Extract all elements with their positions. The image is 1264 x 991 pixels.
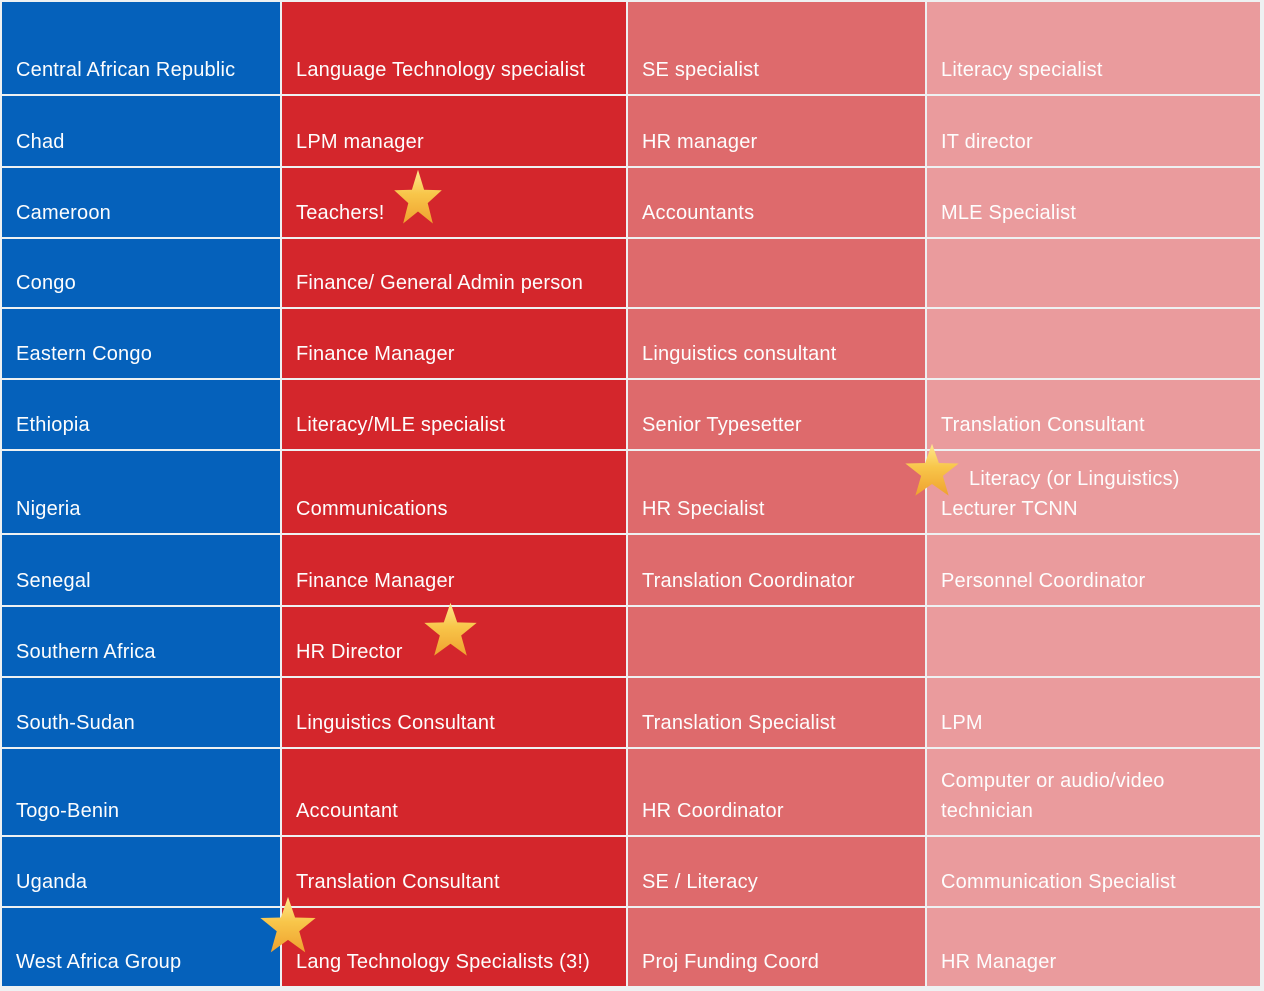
cell-role: Accountants [628,168,925,237]
cell-role: Linguistics consultant [628,309,925,378]
cell-role: Finance Manager [282,535,626,605]
cell-role: HR Manager [927,908,1260,986]
cell-role: HR Specialist [628,451,925,533]
cell-role: Senior Typesetter [628,380,925,449]
cell-role: LPM manager [282,96,626,166]
cell-role-empty [927,607,1260,676]
cell-country: Cameroon [2,168,280,237]
cell-role: SE / Literacy [628,837,925,906]
cell-role: HR manager [628,96,925,166]
cell-role-empty [628,607,925,676]
cell-role: Proj Funding Coord [628,908,925,986]
cell-role: Communication Specialist [927,837,1260,906]
cell-role: Finance/ General Admin person [282,239,626,307]
cell-country: Central African Republic [2,2,280,94]
cell-role: HR Director [282,607,626,676]
cell-role: Accountant [282,749,626,835]
cell-role-empty [628,239,925,307]
cell-role: LPM [927,678,1260,747]
cell-country: Congo [2,239,280,307]
cell-country: Eastern Congo [2,309,280,378]
cell-role: Translation Specialist [628,678,925,747]
cell-role: Translation Consultant [282,837,626,906]
cell-role-empty [927,239,1260,307]
cell-role: Teachers! [282,168,626,237]
cell-role: IT director [927,96,1260,166]
cell-role: Language Technology specialist [282,2,626,94]
cell-country: West Africa Group [2,908,280,986]
cell-role: Finance Manager [282,309,626,378]
cell-country: Togo-Benin [2,749,280,835]
cell-role: SE specialist [628,2,925,94]
cell-role: Linguistics Consultant [282,678,626,747]
cell-role: Lang Technology Specialists (3!) [282,908,626,986]
cell-role-empty [927,309,1260,378]
cell-country: Nigeria [2,451,280,533]
cell-role: HR Coordinator [628,749,925,835]
cell-country: Southern Africa [2,607,280,676]
cell-role: Communications [282,451,626,533]
cell-role: Translation Consultant [927,380,1260,449]
cell-role: Translation Coordinator [628,535,925,605]
cell-role: Literacy (or Linguistics) Lecturer TCNN [927,451,1260,533]
cell-country: Senegal [2,535,280,605]
cell-role: Literacy/MLE specialist [282,380,626,449]
cell-country: Chad [2,96,280,166]
cell-role: MLE Specialist [927,168,1260,237]
cell-country: Ethiopia [2,380,280,449]
cell-role: Computer or audio/video technician [927,749,1260,835]
cell-role: Personnel Coordinator [927,535,1260,605]
cell-country: South-Sudan [2,678,280,747]
cell-role: Literacy specialist [927,2,1260,94]
cell-country: Uganda [2,837,280,906]
